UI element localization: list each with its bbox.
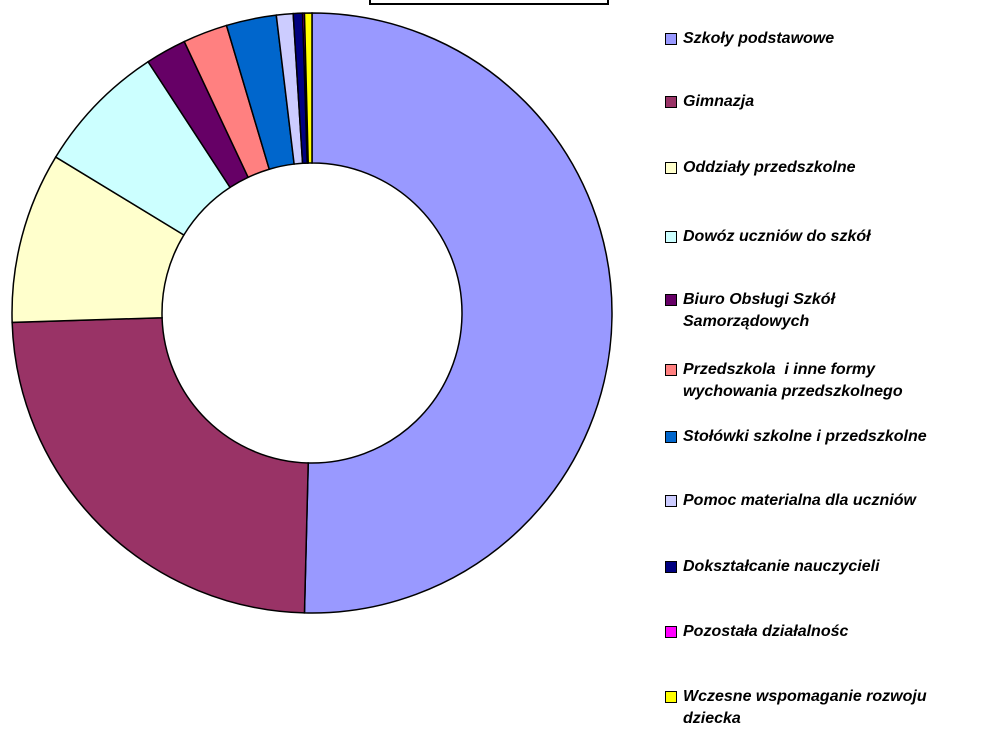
legend-label: Pozostała działalnośc	[683, 623, 849, 640]
legend-swatch	[665, 691, 677, 703]
legend-label: Szkoły podstawowe	[683, 30, 835, 47]
legend-swatch	[665, 495, 677, 507]
legend-label: Dowóz uczniów do szkół	[683, 228, 871, 245]
legend-label: Pomoc materialna dla uczniów	[683, 492, 916, 509]
legend-swatch	[665, 33, 677, 45]
legend-swatch	[665, 561, 677, 573]
legend-swatch	[665, 364, 677, 376]
legend-swatch	[665, 231, 677, 243]
donut-slice	[11, 316, 309, 614]
legend-label: Przedszkola i inne formy wychowania prze…	[683, 361, 903, 400]
legend-label: Wczesne wspomaganie rozwoju dziecka	[683, 688, 927, 727]
legend-swatch	[665, 294, 677, 306]
legend-label: Dokształcanie nauczycieli	[683, 558, 880, 575]
title-box-edge	[369, 0, 609, 5]
legend-swatch	[665, 162, 677, 174]
legend-label: Oddziały przedszkolne	[683, 159, 856, 176]
legend-label: Stołówki szkolne i przedszkolne	[683, 428, 927, 445]
legend-swatch	[665, 431, 677, 443]
legend-label: Gimnazja	[683, 93, 755, 110]
legend-label: Biuro Obsługi Szkół Samorządowych	[683, 291, 836, 330]
legend-swatch	[665, 626, 677, 638]
donut-slice	[303, 12, 313, 164]
donut-slice	[303, 12, 613, 614]
legend-swatch	[665, 96, 677, 108]
